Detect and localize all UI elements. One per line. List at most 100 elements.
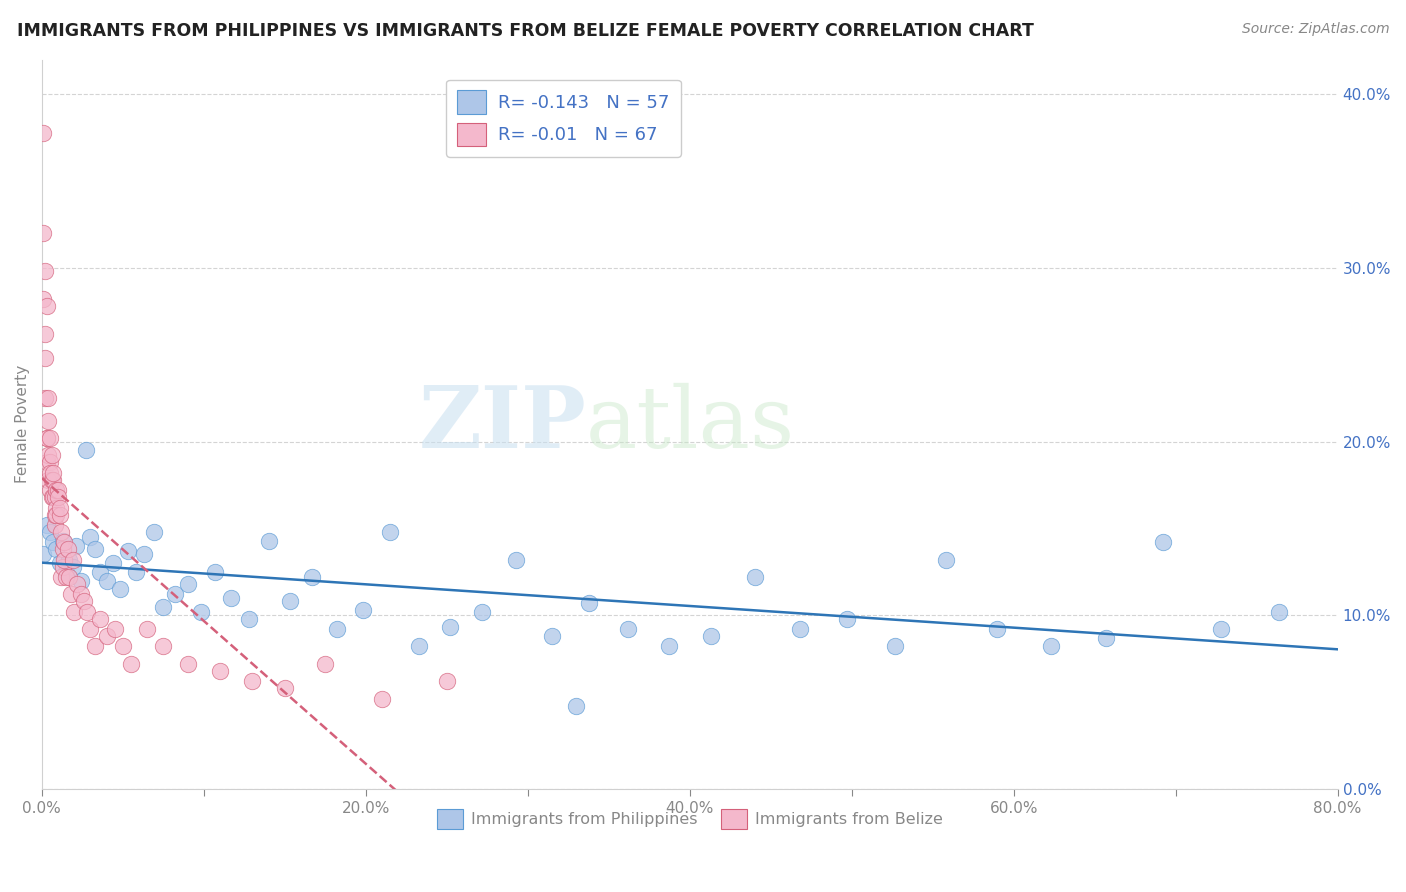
Point (44, 508, 66, 522)
Point (58, 570, 80, 584)
Point (37, 391, 59, 405)
Point (32, 226, 55, 240)
Point (1039, 640, 1062, 654)
Point (59, 587, 82, 601)
Point (278, 594, 301, 608)
Point (986, 622, 1008, 636)
Point (38, 524, 60, 539)
Point (51, 570, 73, 584)
Point (55, 565, 77, 579)
Point (38, 483, 60, 498)
Point (242, 674, 264, 689)
Point (35, 455, 58, 469)
Point (84, 542, 107, 557)
Point (44, 518, 66, 533)
Point (45, 542, 67, 557)
Point (46, 483, 69, 498)
Point (32, 292, 55, 306)
Point (1152, 535, 1174, 549)
Point (37, 414, 59, 428)
Point (89, 612, 111, 626)
Point (101, 556, 124, 570)
Point (37, 449, 59, 463)
Point (238, 612, 260, 626)
Point (371, 691, 394, 706)
Point (505, 552, 527, 566)
Point (53, 535, 76, 549)
Point (34, 326, 56, 341)
Point (1209, 622, 1232, 636)
Y-axis label: Female Poverty: Female Poverty (15, 365, 30, 483)
Point (835, 612, 858, 626)
Point (45, 500, 67, 515)
Point (578, 596, 600, 610)
Point (163, 587, 186, 601)
Point (884, 640, 907, 654)
Point (48, 556, 70, 570)
Point (45, 508, 67, 522)
Point (176, 657, 198, 671)
Point (73, 594, 96, 608)
Point (45, 483, 67, 498)
Point (51, 524, 73, 539)
Point (408, 640, 430, 654)
Point (208, 664, 231, 678)
Point (700, 629, 723, 643)
Point (190, 605, 212, 619)
Point (37, 473, 59, 487)
Point (136, 622, 159, 636)
Point (53, 552, 76, 566)
Point (125, 565, 148, 579)
Point (55, 570, 77, 584)
Point (42, 490, 65, 504)
Point (66, 577, 89, 591)
Point (744, 570, 766, 584)
Point (75, 443, 97, 458)
Point (120, 657, 142, 671)
Point (34, 391, 56, 405)
Point (35, 431, 58, 445)
Point (935, 552, 957, 566)
Point (1268, 605, 1291, 619)
Point (62, 552, 84, 566)
Point (314, 657, 336, 671)
Point (65, 539, 87, 553)
Point (565, 698, 588, 713)
Point (42, 473, 65, 487)
Point (32, 126, 55, 140)
Point (104, 622, 127, 636)
Point (658, 640, 681, 654)
Point (257, 533, 280, 548)
Point (617, 622, 640, 636)
Point (352, 603, 374, 617)
Legend: Immigrants from Philippines, Immigrants from Belize: Immigrants from Philippines, Immigrants … (430, 802, 949, 836)
Point (152, 599, 174, 614)
Point (48, 508, 70, 522)
Point (84, 640, 107, 654)
Point (439, 620, 461, 634)
Text: ZIP: ZIP (419, 383, 586, 467)
Point (56, 542, 79, 557)
Point (76, 605, 98, 619)
Point (117, 544, 139, 558)
Point (1095, 631, 1118, 645)
Point (142, 524, 165, 539)
Point (274, 681, 297, 695)
Point (34, 351, 56, 366)
Text: IMMIGRANTS FROM PHILIPPINES VS IMMIGRANTS FROM BELIZE FEMALE POVERTY CORRELATION: IMMIGRANTS FROM PHILIPPINES VS IMMIGRANT… (17, 22, 1033, 40)
Point (42, 466, 65, 480)
Point (176, 577, 198, 591)
Point (58, 552, 80, 566)
Point (152, 640, 174, 654)
Point (38, 455, 60, 469)
Point (96, 574, 118, 588)
Point (108, 582, 131, 597)
Point (46, 490, 69, 504)
Point (111, 640, 134, 654)
Point (79, 622, 101, 636)
Point (41, 473, 63, 487)
Point (38, 466, 60, 480)
Point (52, 533, 75, 548)
Point (221, 591, 243, 605)
Point (789, 622, 811, 636)
